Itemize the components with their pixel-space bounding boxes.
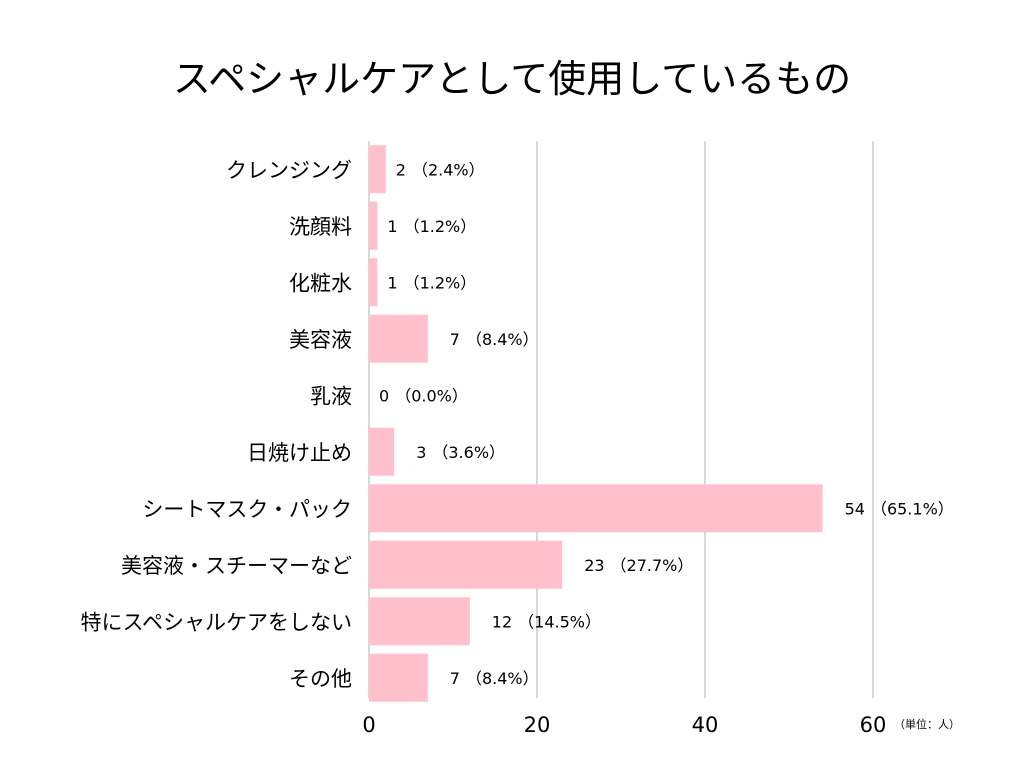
bar	[369, 540, 563, 589]
data-label: 3 （3.6%）	[416, 443, 505, 462]
data-label: 23 （27.7%）	[584, 556, 693, 575]
data-label: 12 （14.5%）	[492, 612, 601, 631]
value-label: 3	[416, 443, 426, 462]
bar	[369, 201, 378, 250]
category-label: 乳液	[310, 384, 352, 408]
bar	[369, 314, 428, 363]
value-labels: 2 （2.4%） 1 （1.2%） 1 （1.2%） 7 （8.4%） 0 （0.0%） 3 （3.6…	[379, 160, 954, 688]
percent-label: （27.7%）	[611, 556, 694, 575]
bar	[369, 258, 378, 307]
percent-label: （8.4%）	[466, 330, 539, 349]
category-label: 洗顔料	[289, 215, 352, 239]
x-tick-label: 60	[860, 713, 887, 737]
category-label: 化粧水	[289, 271, 352, 295]
unit-note: （単位：人）	[894, 717, 960, 731]
category-labels: クレンジング洗顔料化粧水美容液乳液日焼け止めシートマスク・パック美容液・スチーマ…	[80, 158, 352, 691]
value-label: 1	[387, 217, 397, 236]
data-label: 0 （0.0%）	[379, 386, 468, 405]
data-label: 1 （1.2%）	[387, 273, 476, 292]
percent-label: （3.6%）	[432, 443, 505, 462]
data-label: 2 （2.4%）	[396, 160, 485, 179]
value-label: 2	[396, 160, 406, 179]
bar	[369, 653, 428, 702]
x-axis-ticks: 0 20 40 60	[362, 713, 886, 737]
data-label: 7 （8.4%）	[450, 669, 539, 688]
value-label: 1	[387, 273, 397, 292]
data-label: 7 （8.4%）	[450, 330, 539, 349]
category-label: 美容液	[289, 328, 352, 352]
bar	[369, 427, 395, 476]
value-label: 7	[450, 330, 460, 349]
percent-label: （0.0%）	[395, 386, 468, 405]
x-tick-label: 40	[692, 713, 719, 737]
percent-label: （1.2%）	[404, 273, 477, 292]
category-label: シートマスク・パック	[142, 497, 352, 521]
percent-label: （65.1%）	[871, 499, 954, 518]
category-label: 日焼け止め	[247, 441, 352, 465]
value-label: 54	[845, 499, 865, 518]
value-label: 7	[450, 669, 460, 688]
bar	[369, 145, 386, 194]
bar	[369, 597, 470, 646]
percent-label: （1.2%）	[404, 217, 477, 236]
category-label: クレンジング	[226, 158, 352, 182]
value-label: 23	[584, 556, 604, 575]
data-label: 54 （65.1%）	[845, 499, 954, 518]
category-label: その他	[289, 667, 352, 691]
chart-title: スペシャルケアとして使用しているもの	[173, 57, 851, 101]
percent-label: （8.4%）	[466, 669, 539, 688]
bar	[369, 484, 823, 533]
x-tick-label: 0	[362, 713, 375, 737]
percent-label: （2.4%）	[412, 160, 485, 179]
category-label: 美容液・スチーマーなど	[121, 554, 352, 578]
category-label: 特にスペシャルケアをしない	[80, 610, 352, 634]
bars	[369, 145, 823, 702]
percent-label: （14.5%）	[518, 612, 601, 631]
data-label: 1 （1.2%）	[387, 217, 476, 236]
value-label: 12	[492, 612, 512, 631]
value-label: 0	[379, 386, 389, 405]
x-tick-label: 20	[524, 713, 551, 737]
